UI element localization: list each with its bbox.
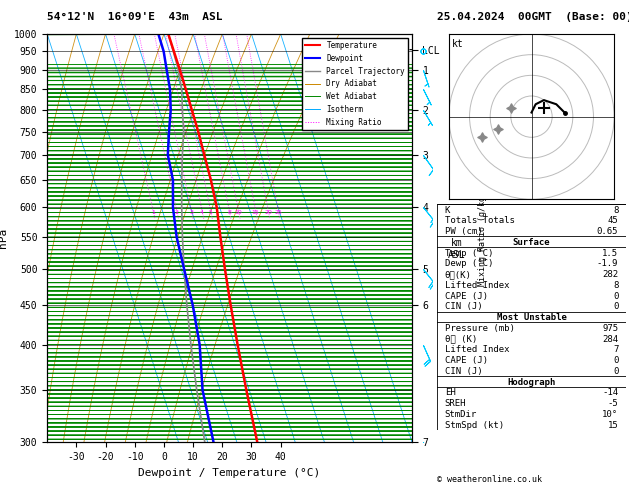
Text: θᴇ (K): θᴇ (K) — [445, 335, 477, 344]
Text: © weatheronline.co.uk: © weatheronline.co.uk — [437, 474, 542, 484]
Text: 45: 45 — [608, 216, 618, 226]
Text: 8: 8 — [613, 281, 618, 290]
Text: CAPE (J): CAPE (J) — [445, 356, 487, 365]
Text: Totals Totals: Totals Totals — [445, 216, 515, 226]
Text: 25.04.2024  00GMT  (Base: 00): 25.04.2024 00GMT (Base: 00) — [437, 12, 629, 22]
Text: 1.5: 1.5 — [602, 248, 618, 258]
Text: 25: 25 — [274, 210, 282, 215]
Text: 5: 5 — [209, 210, 213, 215]
Text: Surface: Surface — [513, 238, 550, 247]
Text: 7: 7 — [613, 346, 618, 354]
Text: CIN (J): CIN (J) — [445, 367, 482, 376]
Text: 0: 0 — [613, 302, 618, 312]
Text: SREH: SREH — [445, 399, 466, 408]
Text: StmDir: StmDir — [445, 410, 477, 419]
Text: 282: 282 — [602, 270, 618, 279]
Text: Temp (°C): Temp (°C) — [445, 248, 493, 258]
Text: EH: EH — [445, 388, 455, 398]
Text: 4: 4 — [200, 210, 204, 215]
Text: Hodograph: Hodograph — [508, 378, 555, 387]
Y-axis label: hPa: hPa — [0, 228, 8, 248]
Text: Mixing Ratio (g/kg): Mixing Ratio (g/kg) — [477, 191, 487, 286]
Text: Dewp (°C): Dewp (°C) — [445, 260, 493, 268]
Text: CIN (J): CIN (J) — [445, 302, 482, 312]
Legend: Temperature, Dewpoint, Parcel Trajectory, Dry Adiabat, Wet Adiabat, Isotherm, Mi: Temperature, Dewpoint, Parcel Trajectory… — [302, 38, 408, 130]
Text: Lifted Index: Lifted Index — [445, 281, 509, 290]
Text: 2: 2 — [175, 210, 179, 215]
Text: 3: 3 — [189, 210, 193, 215]
Text: CAPE (J): CAPE (J) — [445, 292, 487, 301]
Text: 1: 1 — [151, 210, 155, 215]
Y-axis label: km
ASL: km ASL — [448, 238, 465, 260]
Text: 284: 284 — [602, 335, 618, 344]
Text: 10: 10 — [235, 210, 242, 215]
Text: -1.9: -1.9 — [597, 260, 618, 268]
Text: 0.65: 0.65 — [597, 227, 618, 236]
Text: Lifted Index: Lifted Index — [445, 346, 509, 354]
Text: 15: 15 — [608, 421, 618, 430]
Text: 0: 0 — [613, 356, 618, 365]
X-axis label: Dewpoint / Temperature (°C): Dewpoint / Temperature (°C) — [138, 468, 321, 478]
Text: 0: 0 — [613, 367, 618, 376]
Text: 10°: 10° — [602, 410, 618, 419]
Text: θᴇ(K): θᴇ(K) — [445, 270, 472, 279]
Text: Pressure (mb): Pressure (mb) — [445, 324, 515, 333]
Text: 15: 15 — [252, 210, 259, 215]
Text: 54°12'N  16°09'E  43m  ASL: 54°12'N 16°09'E 43m ASL — [47, 12, 223, 22]
Text: 8: 8 — [613, 206, 618, 214]
Text: K: K — [445, 206, 450, 214]
Text: StmSpd (kt): StmSpd (kt) — [445, 421, 504, 430]
Text: -14: -14 — [602, 388, 618, 398]
Text: PW (cm): PW (cm) — [445, 227, 482, 236]
Text: 0: 0 — [613, 292, 618, 301]
Text: 8: 8 — [227, 210, 231, 215]
Text: -5: -5 — [608, 399, 618, 408]
Text: Most Unstable: Most Unstable — [496, 313, 567, 322]
Text: 975: 975 — [602, 324, 618, 333]
Text: 20: 20 — [264, 210, 272, 215]
Text: kt: kt — [452, 39, 464, 49]
